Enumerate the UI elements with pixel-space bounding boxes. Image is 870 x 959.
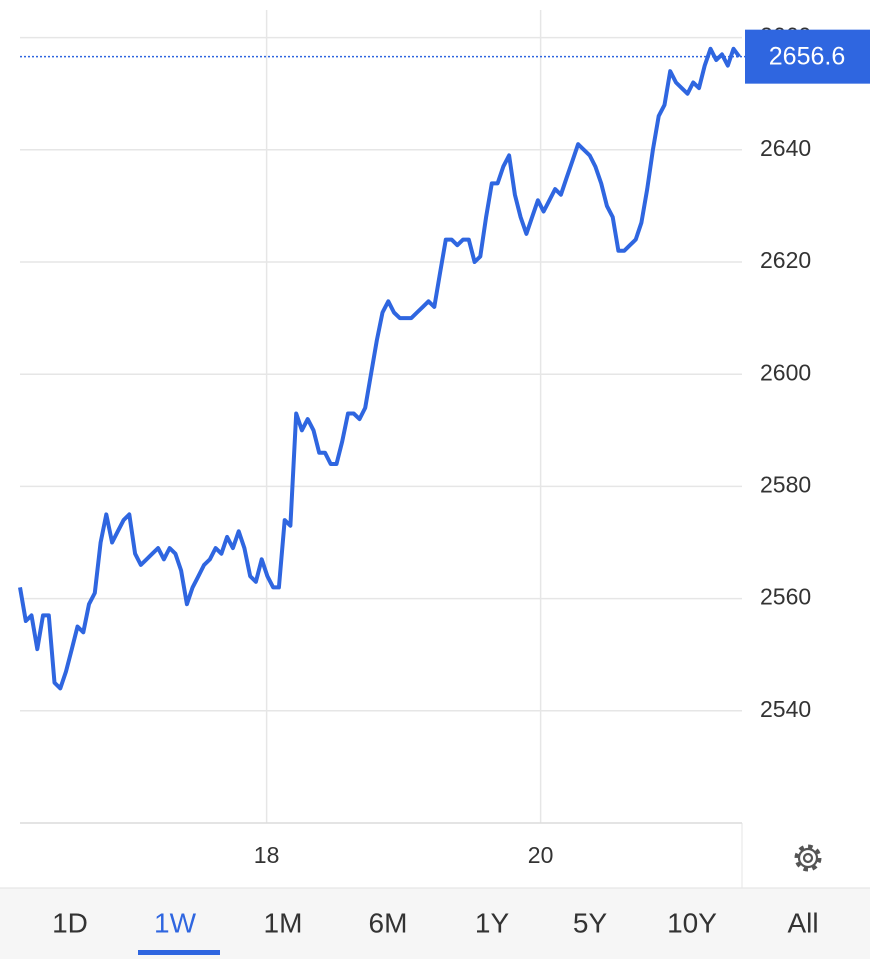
price-line (18, 46, 741, 691)
range-tab[interactable]: 10Y (667, 907, 717, 938)
settings-icon[interactable] (794, 844, 822, 872)
tab-underline (138, 950, 220, 955)
y-tick-label: 2600 (760, 359, 811, 385)
y-tick-label: 2640 (760, 135, 811, 161)
y-tick-label: 2580 (760, 471, 811, 497)
range-tab[interactable]: 1W (154, 907, 197, 938)
range-tab[interactable]: All (787, 907, 818, 938)
y-tick-label: 2560 (760, 584, 811, 610)
y-tick-label: 2620 (760, 247, 811, 273)
last-price-tag (745, 29, 870, 84)
x-tick-label: 18 (254, 842, 280, 868)
x-tick-label: 20 (528, 842, 554, 868)
y-tick-label: 2540 (760, 696, 811, 722)
range-tab[interactable]: 1M (264, 907, 303, 938)
last-price-label: 2656.6 (769, 42, 845, 70)
range-tab[interactable]: 1D (52, 907, 88, 938)
range-tab[interactable]: 6M (369, 907, 408, 938)
tab-bar (0, 888, 870, 959)
range-tab[interactable]: 5Y (573, 907, 608, 938)
range-tab[interactable]: 1Y (475, 907, 510, 938)
